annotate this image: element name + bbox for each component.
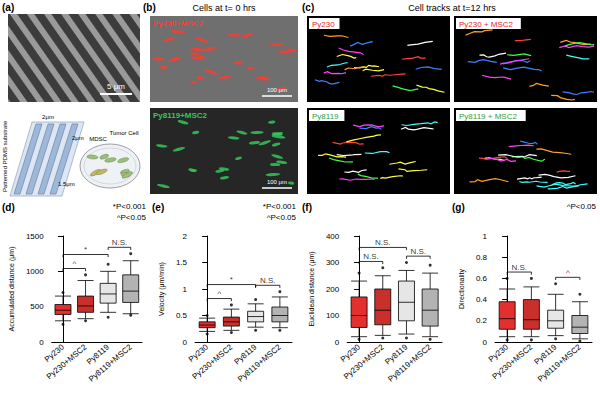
svg-text:2μm: 2μm: [42, 114, 54, 120]
svg-text:(e): (e): [152, 202, 164, 213]
svg-text:^: ^: [72, 259, 76, 268]
svg-text:N.S.: N.S.: [375, 238, 391, 247]
svg-text:(g): (g): [452, 202, 465, 213]
svg-text:N.S.: N.S.: [363, 252, 379, 261]
svg-text:Py230+MSC2: Py230+MSC2: [491, 342, 535, 381]
svg-text:Accumulated distance (μm): Accumulated distance (μm): [8, 247, 16, 332]
svg-text:0.2: 0.2: [476, 316, 488, 325]
svg-text:0.5: 0.5: [176, 311, 188, 320]
svg-text:2: 2: [183, 232, 188, 241]
svg-text:0: 0: [483, 338, 488, 347]
svg-text:(c): (c): [302, 2, 314, 13]
svg-text:Py8119+MSC2: Py8119+MSC2: [236, 342, 283, 384]
svg-text:Py8119: Py8119: [312, 112, 339, 121]
svg-text:^P<0.05: ^P<0.05: [117, 213, 147, 222]
svg-text:1.5μm: 1.5μm: [58, 181, 75, 187]
svg-text:(a): (a): [2, 2, 14, 13]
svg-text:Directionality: Directionality: [458, 268, 466, 309]
svg-text:100 μm: 100 μm: [267, 179, 287, 185]
svg-text:Py8119+MSC2: Py8119+MSC2: [87, 342, 134, 384]
svg-text:Py230+MSC2: Py230+MSC2: [153, 19, 204, 28]
svg-text:^P<0.05: ^P<0.05: [567, 202, 597, 211]
svg-text:Euclidean distance (μm): Euclidean distance (μm): [308, 251, 316, 326]
svg-text:100: 100: [326, 311, 340, 320]
svg-text:1000: 1000: [26, 267, 44, 276]
svg-text:Cell tracks at t=12 hrs: Cell tracks at t=12 hrs: [408, 3, 496, 13]
svg-text:*P<0.001: *P<0.001: [263, 202, 297, 211]
svg-text:Py230 + MSC2: Py230 + MSC2: [459, 20, 514, 29]
svg-text:Py8119+MSC2: Py8119+MSC2: [536, 342, 583, 384]
svg-text:Patterned PDMS substrate: Patterned PDMS substrate: [2, 120, 8, 192]
svg-text:500: 500: [30, 302, 44, 311]
svg-text:1.5: 1.5: [176, 258, 188, 267]
svg-text:*P<0.001: *P<0.001: [113, 202, 147, 211]
svg-text:0.8: 0.8: [476, 253, 488, 262]
svg-text:MDSC: MDSC: [89, 136, 107, 142]
svg-text:Py230: Py230: [312, 20, 335, 29]
svg-text:Py230+MSC2: Py230+MSC2: [342, 342, 386, 381]
svg-text:0.4: 0.4: [476, 295, 488, 304]
svg-text:Py8119+MSC2: Py8119+MSC2: [386, 342, 433, 384]
svg-text:100 μm: 100 μm: [267, 87, 287, 93]
svg-text:1: 1: [183, 285, 188, 294]
svg-text:^: ^: [566, 268, 570, 277]
svg-text:N.S.: N.S.: [112, 238, 128, 247]
svg-text:2μm: 2μm: [72, 135, 84, 141]
svg-text:Tumor Cell: Tumor Cell: [109, 130, 138, 136]
svg-text:200: 200: [326, 285, 340, 294]
svg-text:0.6: 0.6: [476, 274, 488, 283]
svg-text:0: 0: [335, 338, 340, 347]
svg-text:^: ^: [217, 289, 221, 298]
svg-text:0: 0: [39, 338, 44, 347]
svg-text:Py8119+MSC2: Py8119+MSC2: [153, 111, 208, 120]
svg-text:(b): (b): [143, 2, 156, 13]
svg-text:1500: 1500: [26, 232, 44, 241]
svg-text:Py230+MSC2: Py230+MSC2: [45, 342, 89, 381]
svg-text:Cells at t= 0 hrs: Cells at t= 0 hrs: [193, 3, 256, 13]
svg-text:*: *: [230, 275, 233, 284]
svg-text:N.S.: N.S.: [511, 263, 527, 272]
svg-text:Py230+MSC2: Py230+MSC2: [191, 342, 235, 381]
svg-text:^P<0.05: ^P<0.05: [267, 213, 297, 222]
svg-text:Velocity (μm/min): Velocity (μm/min): [158, 262, 166, 316]
svg-text:*: *: [84, 245, 87, 254]
svg-text:Py8119 + MSC2: Py8119 + MSC2: [459, 112, 517, 121]
svg-text:0: 0: [183, 338, 188, 347]
svg-text:5 μm: 5 μm: [107, 82, 125, 91]
svg-text:1: 1: [483, 232, 488, 241]
svg-text:300: 300: [326, 258, 340, 267]
svg-text:400: 400: [326, 232, 340, 241]
svg-text:N.S.: N.S.: [411, 247, 427, 256]
svg-text:(d): (d): [2, 202, 15, 213]
svg-text:N.S.: N.S.: [260, 276, 276, 285]
svg-text:(f): (f): [302, 202, 312, 213]
